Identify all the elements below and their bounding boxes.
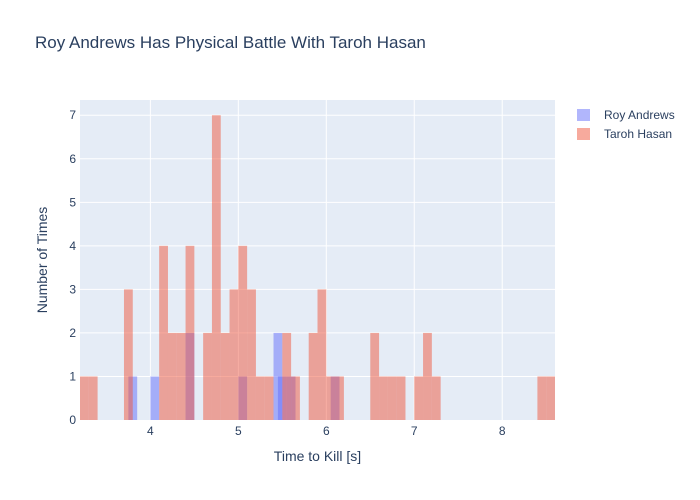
histogram-bar <box>370 332 380 420</box>
series-1 <box>80 115 555 420</box>
y-axis-title: Number of Times <box>34 207 50 314</box>
histogram-bar <box>396 376 406 420</box>
histogram-bar <box>326 376 336 420</box>
histogram-bar <box>220 332 230 420</box>
histogram-bar <box>379 376 388 420</box>
legend: Roy Andrews Taroh Hasan <box>577 105 675 143</box>
y-tick-label: 3 <box>69 282 76 296</box>
y-tick-label: 1 <box>69 369 76 383</box>
legend-item-taroh-hasan[interactable]: Taroh Hasan <box>577 124 675 143</box>
histogram-bar <box>282 332 292 420</box>
x-tick-label: 6 <box>323 424 330 438</box>
histogram-bar <box>546 376 555 420</box>
histogram-bar <box>247 289 256 420</box>
histogram-bar <box>308 332 318 420</box>
histogram-bar <box>238 245 248 420</box>
bars <box>80 115 555 420</box>
y-tick-label: 0 <box>69 413 76 427</box>
histogram-bar <box>211 115 221 420</box>
legend-swatch-roy-andrews <box>577 108 590 121</box>
y-tick-label: 6 <box>69 152 76 166</box>
legend-label-taroh-hasan: Taroh Hasan <box>604 126 673 141</box>
histogram-bar <box>159 245 168 420</box>
legend-item-roy-andrews[interactable]: Roy Andrews <box>577 105 675 124</box>
histogram-bar <box>264 376 274 420</box>
histogram-bar <box>203 332 212 420</box>
y-tick-label: 4 <box>69 239 76 253</box>
histogram-bar <box>255 376 265 420</box>
tick-labels: 0 1 2 3 4 5 6 7 4 5 6 7 8 <box>69 108 506 438</box>
y-tick-label: 2 <box>69 326 76 340</box>
histogram-bar <box>176 332 186 420</box>
histogram-bar <box>80 376 89 420</box>
x-tick-label: 7 <box>411 424 418 438</box>
histogram-bar <box>88 376 98 420</box>
chart-title: Roy Andrews Has Physical Battle With Tar… <box>35 33 426 52</box>
histogram-bar <box>423 332 432 420</box>
y-tick-label: 5 <box>69 195 76 209</box>
legend-swatch-taroh-hasan <box>577 127 590 140</box>
histogram-bar <box>229 289 239 420</box>
histogram-bar <box>431 376 441 420</box>
x-tick-label: 8 <box>499 424 506 438</box>
histogram-bar <box>537 376 547 420</box>
histogram-bar <box>150 376 160 420</box>
x-tick-label: 5 <box>235 424 242 438</box>
histogram-bar <box>414 376 424 420</box>
x-tick-label: 4 <box>147 424 154 438</box>
histogram-bar <box>167 332 177 420</box>
histogram-bar <box>387 376 397 420</box>
histogram-bar <box>335 376 344 420</box>
legend-label-roy-andrews: Roy Andrews <box>604 107 675 122</box>
histogram-bar <box>123 289 133 420</box>
histogram-bar <box>185 245 195 420</box>
y-tick-label: 7 <box>69 108 76 122</box>
histogram-bar <box>291 376 300 420</box>
x-axis-title: Time to Kill [s] <box>274 448 361 464</box>
histogram-bar <box>317 289 327 420</box>
